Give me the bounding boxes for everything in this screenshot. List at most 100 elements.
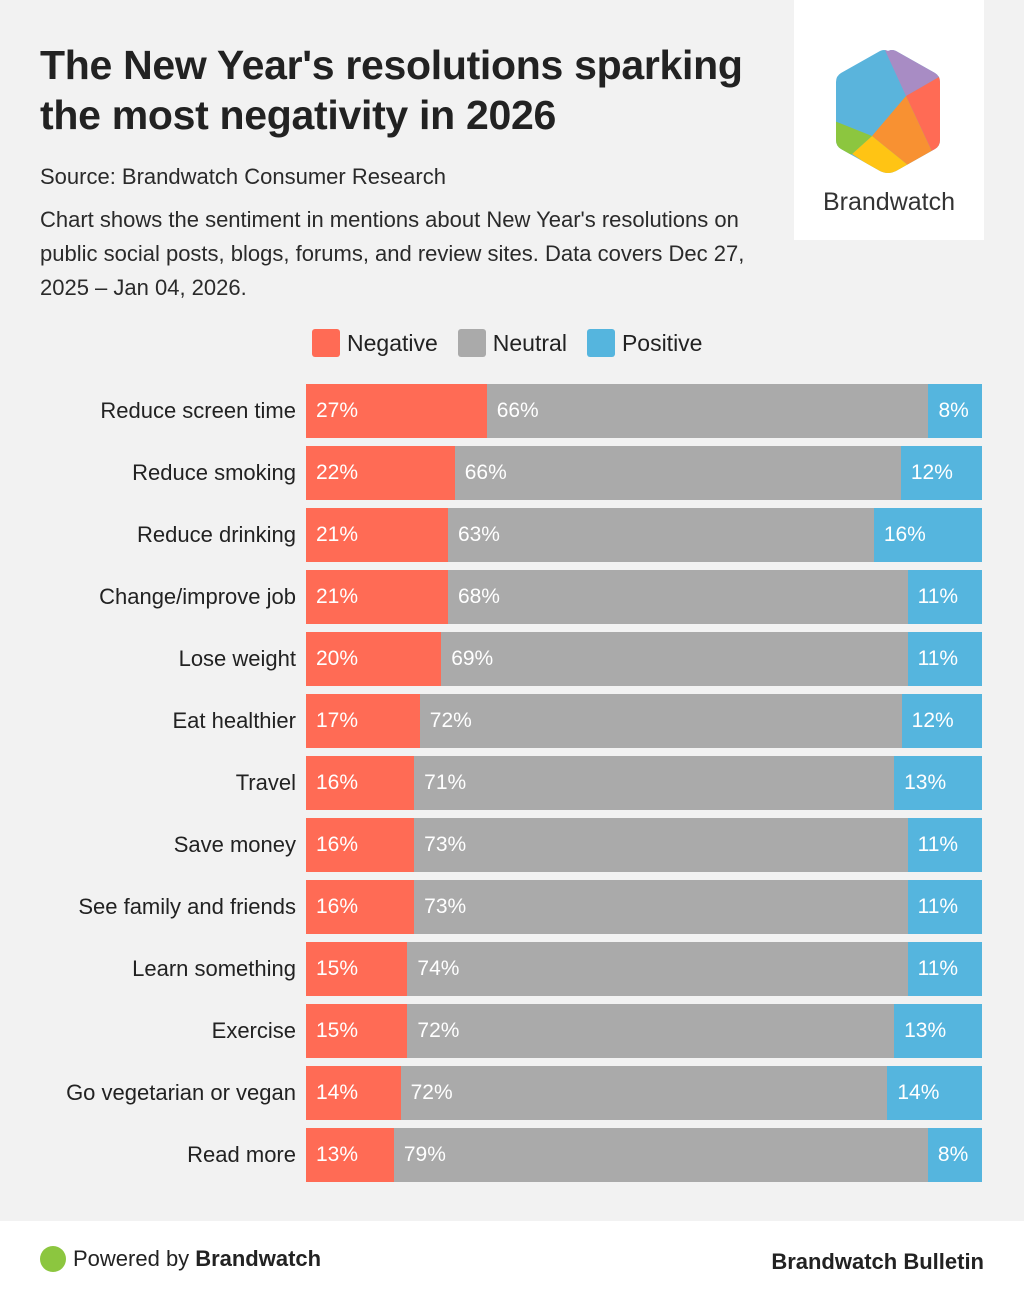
data-label: 21% xyxy=(316,523,359,546)
data-label: 8% xyxy=(937,1143,969,1166)
bar-segment-positive: 14% xyxy=(887,1066,982,1120)
bar-segment-neutral: 79% xyxy=(393,1128,928,1182)
bar-segment-neutral: 72% xyxy=(419,694,902,748)
brandwatch-logo: Brandwatch xyxy=(794,0,984,240)
legend-swatch-negative xyxy=(312,329,340,357)
bar-row: Reduce smoking 22% 66% 12% xyxy=(0,446,1024,500)
bar-segment-neutral: 68% xyxy=(447,570,908,624)
stacked-bar: 20% 69% 11% xyxy=(306,632,982,686)
data-label: 15% xyxy=(316,957,359,980)
data-label: 12% xyxy=(911,709,954,732)
bar-segment-negative: 20% xyxy=(306,632,442,686)
category-label: Save money xyxy=(173,832,296,857)
bar-segment-negative: 21% xyxy=(306,508,448,562)
stacked-bar: 15% 72% 13% xyxy=(306,1004,982,1058)
bar-segment-negative: 14% xyxy=(306,1066,401,1120)
bar-segment-negative: 16% xyxy=(306,756,415,810)
data-label: 16% xyxy=(883,523,926,546)
category-label: Eat healthier xyxy=(172,708,296,733)
bar-segment-positive: 11% xyxy=(907,880,982,934)
legend: Negative Neutral Positive xyxy=(312,328,722,358)
bar-row: Change/improve job 21% 68% 11% xyxy=(0,570,1024,624)
bar-segment-neutral: 63% xyxy=(447,508,874,562)
stacked-bar: 21% 63% 16% xyxy=(306,508,982,562)
bar-segment-positive: 11% xyxy=(907,570,982,624)
powered-brand: Brandwatch xyxy=(195,1246,322,1271)
data-label: 73% xyxy=(424,833,467,856)
stacked-bar: 21% 68% 11% xyxy=(306,570,982,624)
data-label: 13% xyxy=(904,771,947,794)
bar-segment-positive: 8% xyxy=(927,1128,982,1182)
data-label: 11% xyxy=(917,585,959,608)
bar-row: See family and friends 16% 73% 11% xyxy=(0,880,1024,934)
data-label: 72% xyxy=(410,1081,453,1104)
bar-segment-negative: 13% xyxy=(306,1128,394,1182)
data-label: 74% xyxy=(417,957,460,980)
green-dot-icon xyxy=(40,1246,66,1272)
bar-segment-positive: 16% xyxy=(873,508,982,562)
legend-item-neutral: Neutral xyxy=(457,329,567,357)
data-label: 68% xyxy=(457,585,500,608)
data-label: 21% xyxy=(316,585,359,608)
brandwatch-bulletin: Brandwatch Bulletin xyxy=(771,1249,984,1274)
data-label: 20% xyxy=(316,647,359,670)
legend-swatch-neutral xyxy=(457,329,486,357)
bar-segment-negative: 15% xyxy=(306,1004,408,1058)
data-label: 69% xyxy=(451,647,494,670)
bar-row: Learn something 15% 74% 11% xyxy=(0,942,1024,996)
data-label: 72% xyxy=(417,1019,460,1042)
bar-segment-neutral: 72% xyxy=(407,1004,895,1058)
bar-segment-positive: 11% xyxy=(907,818,982,872)
legend-item-negative: Negative xyxy=(312,329,438,357)
bar-segment-positive: 12% xyxy=(900,446,982,500)
legend-label: Negative xyxy=(347,329,438,356)
powered-by: Powered by Brandwatch xyxy=(40,1246,321,1272)
bar-row: Travel 16% 71% 13% xyxy=(0,756,1024,810)
category-label: Learn something xyxy=(132,956,296,981)
bar-segment-negative: 15% xyxy=(306,942,408,996)
bar-segment-neutral: 73% xyxy=(414,818,908,872)
data-label: 16% xyxy=(316,833,359,856)
bar-segment-positive: 11% xyxy=(907,942,982,996)
bar-segment-neutral: 74% xyxy=(407,942,908,996)
chart-title: The New Year's resolutions sparking the … xyxy=(40,42,743,138)
data-label: 27% xyxy=(316,399,359,422)
logo-text: Brandwatch xyxy=(822,188,956,216)
category-label: Change/improve job xyxy=(99,584,296,609)
data-label: 14% xyxy=(316,1081,359,1104)
bar-row: Lose weight 20% 69% 11% xyxy=(0,632,1024,686)
bar-segment-positive: 8% xyxy=(928,384,982,438)
bar-segment-negative: 21% xyxy=(306,570,448,624)
legend-swatch-positive xyxy=(586,329,615,357)
bar-segment-negative: 16% xyxy=(306,880,415,934)
bar-segment-neutral: 66% xyxy=(486,384,929,438)
data-label: 13% xyxy=(316,1143,359,1166)
footer: Powered by Brandwatch Brandwatch Bulleti… xyxy=(0,1221,1024,1304)
stacked-bar: 27% 66% 8% xyxy=(306,384,982,438)
data-label: 71% xyxy=(424,771,467,794)
bar-segment-neutral: 73% xyxy=(414,880,908,934)
bar-segment-negative: 27% xyxy=(306,384,487,438)
stacked-bar: 14% 72% 14% xyxy=(306,1066,982,1120)
category-label: Lose weight xyxy=(178,646,296,671)
stacked-bar: 16% 73% 11% xyxy=(306,818,982,872)
bar-segment-positive: 12% xyxy=(901,694,982,748)
stacked-bar: 15% 74% 11% xyxy=(306,942,982,996)
data-label: 11% xyxy=(917,957,959,980)
bar-row: Save money 16% 73% 11% xyxy=(0,818,1024,872)
source-text: Source: Brandwatch Consumer Research xyxy=(40,164,446,189)
bar-segment-neutral: 72% xyxy=(400,1066,888,1120)
legend-label: Positive xyxy=(621,329,703,356)
bar-segment-negative: 16% xyxy=(306,818,415,872)
legend-label: Neutral xyxy=(492,329,567,356)
chart-description: Chart shows the sentiment in mentions ab… xyxy=(40,207,745,300)
category-label: Exercise xyxy=(211,1018,296,1043)
data-label: 16% xyxy=(316,771,359,794)
category-label: Reduce drinking xyxy=(137,522,296,547)
bar-segment-neutral: 71% xyxy=(414,756,895,810)
data-label: 11% xyxy=(917,895,959,918)
stacked-bar: 17% 72% 12% xyxy=(306,694,982,748)
hexagon-logo-icon xyxy=(836,50,940,173)
bar-row: Go vegetarian or vegan 14% 72% 14% xyxy=(0,1066,1024,1120)
data-label: 72% xyxy=(429,709,472,732)
